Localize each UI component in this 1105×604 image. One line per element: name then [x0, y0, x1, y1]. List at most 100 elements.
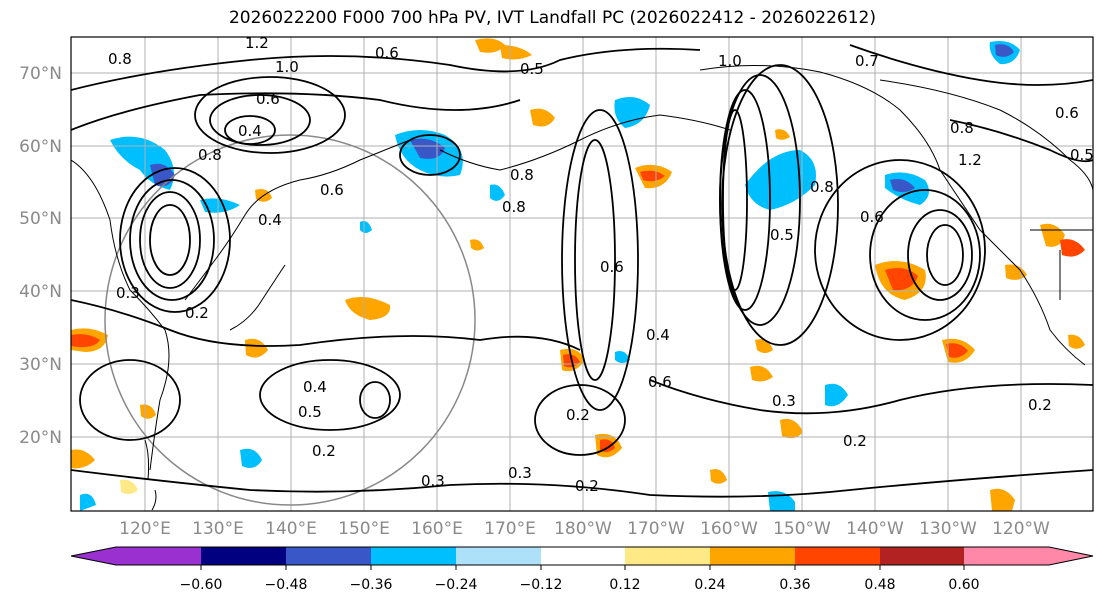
positive-pv-patch: [530, 108, 555, 127]
contour-label: 0.5: [298, 403, 322, 421]
lon-label: 130°E: [192, 519, 244, 539]
colorbar-outline: [70, 546, 1094, 566]
negative-pv-patch: [360, 221, 372, 233]
colorbar-max-extend: [1049, 547, 1093, 565]
positive-pv-patch: [990, 488, 1015, 511]
lon-label: 170°E: [484, 519, 536, 539]
colorbar: −0.60 −0.48 −0.36 −0.24 −0.12 0.12 0.24 …: [70, 546, 1094, 593]
positive-pv-patch: [710, 469, 727, 484]
contour-label: 0.4: [238, 122, 262, 140]
lon-label: 180°W: [554, 519, 612, 539]
positive-pv-patch: [470, 239, 484, 251]
positive-pv-patch: [946, 343, 968, 358]
colorbar-tick-label: −0.48: [265, 577, 308, 593]
positive-pv-patch: [71, 449, 95, 469]
lat-label: 30°N: [19, 355, 62, 375]
colorbar-tick-label: 0.36: [779, 577, 810, 593]
colorbar-segments: [116, 547, 1050, 565]
positive-pv-patch: [245, 338, 268, 358]
colorbar-tick-label: −0.60: [180, 577, 223, 593]
lat-label: 40°N: [19, 282, 62, 302]
colorbar-segment: [710, 547, 796, 565]
lon-label: 150°W: [773, 519, 831, 539]
map-panel: 0.8 1.2 1.0 0.6 0.4 0.8 0.6 0.8 0.6 0.4 …: [71, 34, 1094, 511]
lon-label: 120°W: [992, 519, 1050, 539]
colorbar-segment: [541, 547, 627, 565]
negative-pv-patch: [615, 351, 630, 363]
contour-label: 0.2: [312, 442, 336, 460]
lat-label: 20°N: [19, 428, 62, 448]
lat-label: 60°N: [19, 137, 62, 157]
contour-label: 0.8: [510, 166, 534, 184]
colorbar-segment: [201, 547, 287, 565]
contour-label: 0.5: [1070, 146, 1094, 164]
contour-label: 0.6: [1055, 104, 1079, 122]
contour-label: 0.8: [108, 50, 132, 68]
colorbar-segment: [286, 547, 372, 565]
positive-pv-patch: [120, 479, 138, 495]
colorbar-tick-label: 0.12: [609, 577, 640, 593]
positive-pv-patch: [71, 334, 100, 348]
lon-label: 150°E: [338, 519, 390, 539]
lon-label: 130°W: [919, 519, 977, 539]
contour-label: 0.2: [843, 432, 867, 450]
contour-label: 1.0: [275, 58, 299, 76]
negative-pv-patch: [825, 383, 848, 407]
positive-pv-patch: [885, 268, 918, 291]
contour-label: 0.3: [772, 392, 796, 410]
contour-label: 0.6: [860, 208, 884, 226]
contour-label: 0.6: [320, 181, 344, 199]
positive-pv-patch: [500, 45, 532, 60]
positive-pv-patch: [750, 365, 773, 382]
positive-pv-patch: [1068, 334, 1085, 349]
coastlines: [71, 64, 1093, 511]
colorbar-tick-label: 0.48: [864, 577, 895, 593]
contour-label: 0.8: [198, 146, 222, 164]
positive-pv-patch: [1060, 239, 1085, 257]
contour-label: 0.6: [648, 373, 672, 391]
contour-label: 0.4: [258, 211, 282, 229]
contour-label: 0.2: [575, 477, 599, 495]
pv-contours: [71, 44, 1093, 498]
contour-label: 0.5: [770, 226, 794, 244]
contour-label: 0.2: [566, 406, 590, 424]
negative-pv-patch: [410, 138, 445, 159]
positive-pv-patch: [475, 38, 505, 53]
colorbar-tick-label: −0.24: [435, 577, 478, 593]
positive-pv-patch: [775, 129, 790, 140]
contour-label: 0.5: [520, 60, 544, 78]
contour-label: 0.8: [950, 119, 974, 137]
colorbar-tick-label: 0.24: [694, 577, 725, 593]
contour-label: 0.6: [256, 90, 280, 108]
contour-label: 0.7: [855, 52, 879, 70]
contour-label: 0.4: [646, 326, 670, 344]
map-title: 2026022200 F000 700 hPa PV, IVT Landfall…: [228, 8, 876, 28]
contour-label: 1.2: [958, 151, 982, 169]
contour-label: 1.0: [718, 52, 742, 70]
negative-pv-patch: [890, 179, 915, 193]
negative-pv-patch: [614, 96, 650, 128]
colorbar-segment: [625, 547, 711, 565]
colorbar-segment: [880, 547, 966, 565]
colorbar-tick-label: −0.12: [520, 577, 563, 593]
contour-label: 0.8: [810, 178, 834, 196]
contour-label: 0.6: [600, 258, 624, 276]
map-frame: [70, 36, 1094, 512]
colorbar-min-extend: [71, 547, 116, 565]
negative-pv-patch: [995, 44, 1014, 57]
contour-label: 0.8: [502, 198, 526, 216]
contour-label: 0.3: [116, 284, 140, 302]
contour-label: 0.4: [303, 378, 327, 396]
colorbar-tick-label: −0.36: [350, 577, 393, 593]
colorbar-segment: [795, 547, 881, 565]
negative-pv-patch: [200, 198, 240, 213]
lon-label: 160°E: [411, 519, 463, 539]
contour-label: 0.3: [508, 464, 532, 482]
positive-pv-patch: [345, 296, 391, 320]
colorbar-segment: [116, 547, 202, 565]
lon-label: 140°W: [846, 519, 904, 539]
contour-label: 1.2: [245, 34, 269, 52]
lon-label: 140°E: [265, 519, 317, 539]
lon-label: 170°W: [627, 519, 685, 539]
